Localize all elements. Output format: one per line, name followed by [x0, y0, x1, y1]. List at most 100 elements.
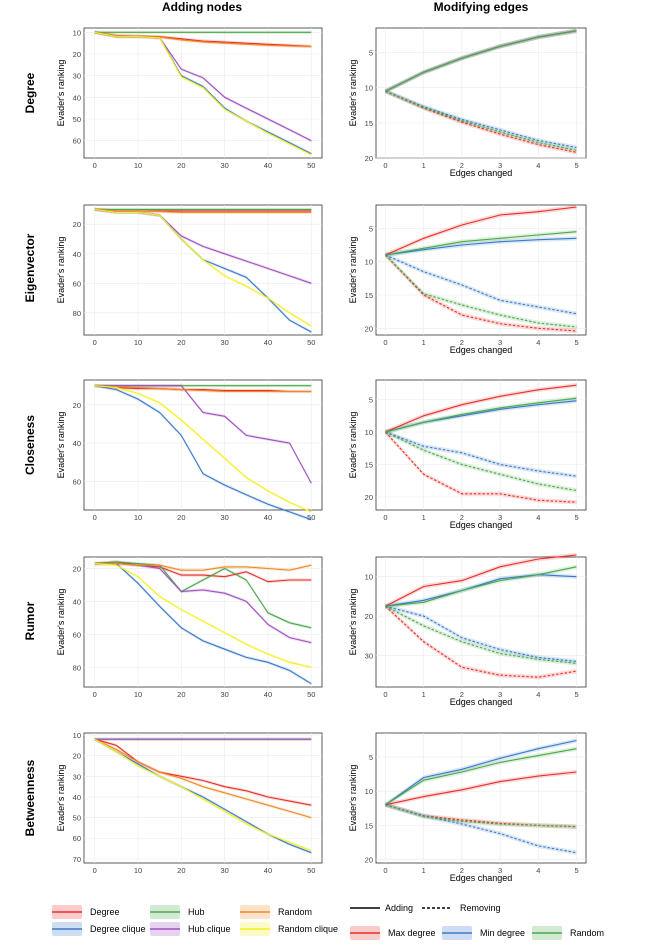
series-line-min-degree-adding [385, 739, 577, 806]
y-tick-label: 10 [365, 573, 373, 582]
x-tick-label: 40 [264, 161, 272, 170]
panel-betweenness-edges: 0 1 2 3 4 5 5 10 15 20 Evader's ranking Edges chang… [348, 732, 587, 883]
series-line-random-adding [385, 397, 577, 433]
x-tick-label: 30 [220, 338, 228, 347]
y-tick-label: 20 [365, 856, 373, 865]
series-line-degree [94, 561, 312, 583]
series-line-max-degree-removing [384, 431, 577, 503]
y-tick-label: 5 [369, 49, 373, 58]
series-band-min-degree [385, 604, 577, 664]
series-line-max-degree-adding [385, 771, 577, 806]
x-tick-label: 5 [574, 866, 578, 875]
x-tick-label: 20 [177, 513, 185, 522]
x-tick-label: 5 [574, 161, 578, 170]
legend-item-hub: Hub [150, 905, 205, 919]
col-title-modifying: Modifying edges [434, 0, 529, 14]
legend-label: Removing [460, 903, 501, 913]
series-band-random [385, 229, 577, 258]
x-tick-label: 3 [498, 338, 502, 347]
series-line-max-degree-removing [385, 605, 577, 678]
x-tick-label: 40 [264, 866, 272, 875]
plot-area [375, 204, 587, 336]
x-tick-label: 2 [460, 866, 464, 875]
legend-item-random: Random [240, 905, 312, 919]
y-tick-label: 60 [73, 630, 81, 639]
y-axis-label: Evader's ranking [56, 765, 66, 832]
y-tick-label: 20 [73, 565, 81, 574]
plot-area [375, 27, 587, 159]
y-tick-label: 20 [365, 324, 373, 333]
x-tick-label: 40 [264, 513, 272, 522]
y-tick-label: 40 [73, 597, 81, 606]
legend-label: Degree [90, 907, 120, 917]
y-tick-label: 10 [365, 258, 373, 267]
x-tick-label: 4 [536, 690, 540, 699]
y-tick-label: 30 [365, 651, 373, 660]
panel-degree-edges: 0 1 2 3 4 5 5 10 15 20 Evader's ranking Edges chang… [348, 27, 587, 178]
legend-label: Min degree [480, 928, 525, 938]
series-line-degree-clique [94, 738, 312, 854]
series-line-max-degree-adding [385, 206, 577, 256]
x-tick-label: 0 [383, 161, 387, 170]
series-line-max-degree-adding [385, 554, 577, 607]
x-tick-label: 3 [498, 866, 502, 875]
series-band-max-degree [385, 552, 577, 609]
series-line-random [94, 208, 312, 213]
row-label-eigenvector: Eigenvector [23, 233, 37, 302]
series-line-random-removing [385, 254, 577, 328]
x-tick-label: 3 [498, 161, 502, 170]
legend-label: Random clique [278, 924, 338, 934]
x-tick-label: 2 [460, 161, 464, 170]
x-tick-label: 0 [383, 866, 387, 875]
series-band-degree-clique [94, 737, 312, 855]
y-tick-label: 10 [73, 28, 81, 37]
series-line-degree [94, 738, 312, 806]
x-tick-label: 0 [93, 866, 97, 875]
series-band-min-degree [385, 236, 577, 258]
y-tick-label: 20 [73, 752, 81, 761]
x-tick-label: 10 [134, 161, 142, 170]
row-label-closeness: Closeness [23, 415, 37, 475]
series-line-random [94, 385, 312, 393]
y-tick-label: 50 [73, 115, 81, 124]
series-band-min-degree [385, 89, 577, 150]
series-line-random [94, 738, 312, 819]
x-tick-label: 2 [460, 513, 464, 522]
y-tick-label: 30 [73, 772, 81, 781]
y-tick-label: 10 [73, 731, 81, 740]
series-line-random-adding [385, 231, 577, 256]
x-tick-label: 1 [422, 161, 426, 170]
col-title-adding: Adding nodes [162, 0, 242, 14]
x-tick-label: 30 [220, 513, 228, 522]
series-line-random [94, 563, 312, 571]
y-tick-label: 20 [365, 612, 373, 621]
y-tick-label: 15 [365, 821, 373, 830]
x-axis-label: Edges changed [450, 168, 513, 178]
series-line-random-adding [385, 748, 577, 806]
series-line-random-clique [94, 385, 312, 513]
series-band-max-degree [385, 383, 577, 435]
y-tick-label: 40 [73, 93, 81, 102]
x-tick-label: 1 [422, 690, 426, 699]
series-line-hub [94, 561, 312, 629]
x-tick-label: 1 [422, 513, 426, 522]
y-tick-label: 40 [73, 439, 81, 448]
y-tick-label: 15 [365, 119, 373, 128]
panel-rumor-edges: 0 1 2 3 4 5 10 20 30 Evader's ranking Edges change… [348, 552, 587, 707]
x-axis-label: Edges changed [450, 520, 513, 530]
x-tick-label: 3 [498, 690, 502, 699]
x-axis-label: Edges changed [450, 873, 513, 883]
series-line-random-clique [94, 563, 312, 668]
y-axis-label: Evader's ranking [348, 765, 358, 832]
panel-degree-nodes: 0 10 20 30 40 50 10 20 30 40 50 60 Evader's ranking [56, 27, 323, 170]
y-tick-label: 20 [73, 220, 81, 229]
panel-closeness-edges: 0 1 2 3 4 5 5 10 15 20 Evader's ranking Edges chang… [348, 379, 587, 530]
series-line-min-degree-removing [385, 804, 577, 854]
y-tick-label: 5 [369, 396, 373, 405]
x-tick-label: 4 [536, 513, 540, 522]
x-tick-label: 30 [220, 161, 228, 170]
x-tick-label: 2 [460, 338, 464, 347]
series-band-random [385, 28, 577, 94]
y-tick-label: 15 [365, 461, 373, 470]
